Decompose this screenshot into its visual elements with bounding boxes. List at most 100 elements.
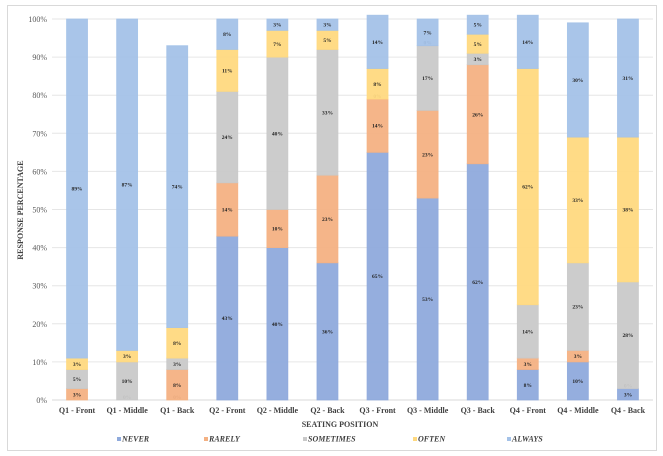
y-axis-ticks: 0% 10% 20% 30% 40% 50% 60% 70% 80% 90% 100% bbox=[28, 15, 47, 405]
data-label: 14% bbox=[372, 40, 383, 46]
legend-item-never: NEVER bbox=[117, 435, 150, 444]
bar-segment-always bbox=[116, 18, 139, 351]
data-label: 8% bbox=[173, 383, 181, 389]
y-tick-label: 40% bbox=[32, 244, 47, 253]
bar-stack: 3%0%28%38%31% bbox=[617, 18, 639, 401]
data-label: 14% bbox=[222, 208, 233, 214]
x-axis-ticks: Q1 - Front Q1 - Middle Q1 - Back Q2 - Front… bbox=[59, 406, 646, 415]
legend-swatch bbox=[507, 437, 511, 441]
data-label: 31% bbox=[622, 76, 633, 82]
data-label: 23% bbox=[422, 152, 433, 158]
bar-segment-always bbox=[266, 18, 289, 31]
x-tick-label: Q3 - Back bbox=[461, 406, 496, 415]
legend-item-rarely: RARELY bbox=[204, 435, 241, 444]
bar-stack: 10% 3% 23% 33% 30% bbox=[566, 22, 589, 401]
bar-segment-always bbox=[216, 18, 239, 50]
data-label: 33% bbox=[322, 110, 333, 116]
bar-segment-always bbox=[516, 14, 539, 69]
data-label: 5% bbox=[323, 38, 331, 44]
data-label: 8% bbox=[524, 383, 532, 389]
data-label: 40% bbox=[272, 131, 283, 137]
legend: NEVER RARELY SOMETIMES OFTEN ALWAYS bbox=[117, 435, 543, 444]
data-label: 17% bbox=[422, 76, 433, 82]
data-label: 14% bbox=[522, 329, 533, 335]
gridlines bbox=[52, 18, 653, 401]
bar-segment-always bbox=[466, 14, 489, 35]
x-tick-label: Q2 - Back bbox=[310, 406, 345, 415]
x-tick-label: Q4 - Middle bbox=[557, 406, 599, 415]
data-label: 3% bbox=[323, 23, 331, 29]
data-label: 14% bbox=[522, 40, 533, 46]
bar-stack: 40% 10% 40% 7% 3% bbox=[266, 18, 289, 401]
data-label: 23% bbox=[572, 305, 583, 311]
data-label: 10% bbox=[272, 227, 283, 233]
legend-swatch bbox=[204, 437, 208, 441]
bars: 0%3%5%3%89%0%10%3%87%0%8%3%8%74%43%14%24… bbox=[66, 14, 639, 401]
legend-label: OFTEN bbox=[418, 435, 446, 444]
data-label: 14% bbox=[372, 124, 383, 130]
data-label: 5% bbox=[474, 23, 482, 29]
legend-label: ALWAYS bbox=[511, 435, 543, 444]
data-label: 3% bbox=[524, 362, 532, 368]
y-tick-label: 30% bbox=[32, 282, 47, 291]
legend-swatch bbox=[117, 437, 121, 441]
legend-label: SOMETIMES bbox=[308, 435, 356, 444]
bar-stack: 43% 14% 24% 11% 8% bbox=[216, 18, 239, 401]
data-label: 3% bbox=[73, 392, 81, 398]
bar-segment-always bbox=[166, 45, 189, 329]
bar-segment-always bbox=[366, 14, 389, 69]
data-label: 5% bbox=[474, 42, 482, 48]
y-axis-title: RESPONSE PERCENTAGE bbox=[16, 160, 25, 259]
y-tick-label: 90% bbox=[32, 53, 47, 62]
bar-stack: 8% 3% 14% 62% 14% bbox=[516, 14, 539, 401]
data-label: 3% bbox=[574, 354, 582, 360]
x-tick-label: Q1 - Front bbox=[59, 406, 96, 415]
data-label: 89% bbox=[72, 187, 83, 193]
data-label: 40% bbox=[272, 322, 283, 328]
data-label: 26% bbox=[472, 112, 483, 118]
bar-segment-always bbox=[617, 18, 639, 138]
y-tick-label: 100% bbox=[28, 15, 47, 24]
data-label: 8% bbox=[223, 32, 231, 38]
data-label: 33% bbox=[572, 198, 583, 204]
y-tick-label: 50% bbox=[32, 206, 47, 215]
data-label: 8% bbox=[373, 82, 381, 88]
x-tick-label: Q3 - Middle bbox=[407, 406, 449, 415]
x-tick-label: Q1 - Middle bbox=[106, 406, 148, 415]
data-label: 3% bbox=[173, 362, 181, 368]
data-label: 5% bbox=[73, 377, 81, 383]
data-label: 3% bbox=[123, 354, 131, 360]
data-label: 28% bbox=[622, 333, 633, 339]
data-label: 62% bbox=[472, 280, 483, 286]
data-label: 23% bbox=[322, 217, 333, 223]
bar-segment-always bbox=[566, 22, 589, 138]
legend-item-always: ALWAYS bbox=[507, 435, 543, 444]
bar-segment-always bbox=[66, 18, 88, 359]
legend-swatch bbox=[303, 437, 307, 441]
bar-stack: 0%3%5%3%89% bbox=[66, 18, 88, 401]
bar-stack: 62% 26% 3% 5% 5% bbox=[466, 14, 489, 401]
bar-segment-always bbox=[416, 18, 439, 47]
data-label: 3% bbox=[474, 57, 482, 63]
data-label: 11% bbox=[222, 68, 233, 74]
y-tick-label: 60% bbox=[32, 167, 47, 176]
bar-segment-always bbox=[316, 18, 339, 31]
data-label: 7% bbox=[424, 30, 432, 36]
data-label: 3% bbox=[624, 392, 632, 398]
data-label: 7% bbox=[273, 42, 281, 48]
x-tick-label: Q2 - Front bbox=[209, 406, 246, 415]
data-label: 65% bbox=[372, 274, 383, 280]
data-label: 87% bbox=[122, 183, 133, 189]
data-label: 62% bbox=[522, 185, 533, 191]
data-label: 10% bbox=[122, 379, 133, 385]
y-tick-label: 70% bbox=[32, 129, 47, 138]
bar-stack: 0%10%3%87% bbox=[116, 18, 139, 401]
x-tick-label: Q3 - Front bbox=[359, 406, 396, 415]
x-tick-label: Q1 - Back bbox=[160, 406, 195, 415]
data-label: 3% bbox=[73, 362, 81, 368]
y-tick-label: 10% bbox=[32, 358, 47, 367]
data-label: 30% bbox=[572, 78, 583, 84]
legend-label: RARELY bbox=[208, 435, 241, 444]
bar-stack: 0%8%3%8%74% bbox=[166, 45, 189, 401]
